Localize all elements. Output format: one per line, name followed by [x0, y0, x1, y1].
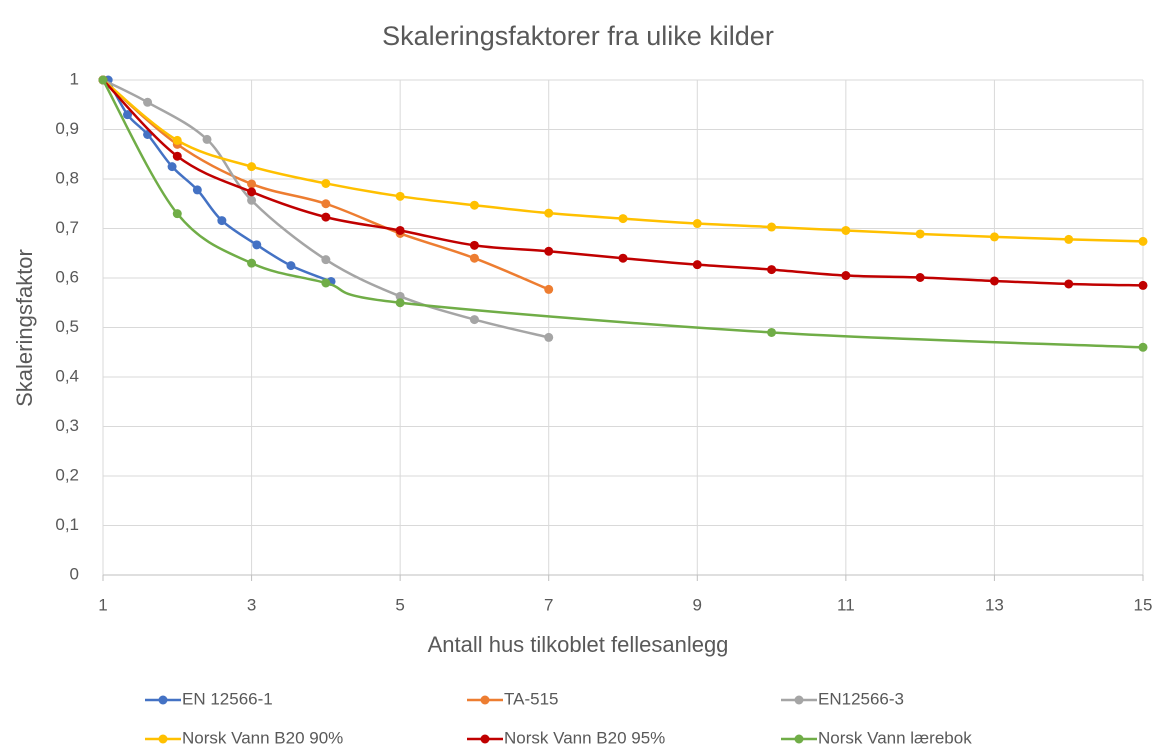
data-point: [915, 273, 925, 283]
legend-label: EN 12566-1: [182, 689, 273, 708]
data-point: [767, 265, 777, 275]
legend-marker: [794, 695, 804, 705]
data-point: [469, 200, 479, 210]
y-tick-label: 0,7: [55, 218, 79, 237]
x-tick-label: 3: [247, 595, 256, 614]
data-point: [1138, 342, 1148, 352]
data-point: [767, 222, 777, 232]
legend-label: EN12566-3: [818, 689, 904, 708]
legend-label: Norsk Vann B20 95%: [504, 728, 665, 747]
data-point: [469, 253, 479, 263]
legend-marker: [480, 695, 490, 705]
data-point: [321, 212, 331, 222]
data-point: [286, 261, 296, 271]
data-point: [192, 185, 202, 195]
x-tick-label: 5: [395, 595, 404, 614]
data-point: [395, 225, 405, 235]
data-point: [247, 258, 257, 268]
data-point: [172, 135, 182, 145]
x-tick-label: 1: [98, 595, 107, 614]
y-tick-label: 0,5: [55, 317, 79, 336]
data-point: [217, 216, 227, 226]
data-point: [143, 97, 153, 107]
series-line: [107, 79, 332, 283]
data-point: [692, 219, 702, 229]
x-tick-label: 11: [837, 595, 855, 614]
data-point: [989, 232, 999, 242]
x-tick-label: 15: [1134, 595, 1153, 614]
data-point: [841, 225, 851, 235]
series-line: [102, 78, 550, 339]
y-tick-label: 1: [70, 69, 79, 88]
y-tick-label: 0,3: [55, 416, 79, 435]
data-point: [321, 278, 331, 288]
data-point: [544, 284, 554, 294]
legend-label: TA-515: [504, 689, 559, 708]
y-tick-label: 0,2: [55, 465, 79, 484]
data-point: [989, 276, 999, 286]
data-point: [1064, 279, 1074, 289]
x-tick-label: 13: [985, 595, 1004, 614]
series-line: [101, 79, 1144, 349]
data-point: [247, 179, 257, 189]
data-point: [1064, 234, 1074, 244]
x-tick-label: 7: [544, 595, 553, 614]
data-point: [247, 162, 257, 172]
data-point: [395, 191, 405, 201]
data-point: [767, 327, 777, 337]
data-point: [172, 151, 182, 161]
data-point: [469, 315, 479, 325]
data-point: [544, 246, 554, 256]
data-point: [202, 134, 212, 144]
y-tick-label: 0,1: [55, 515, 79, 534]
data-point: [123, 110, 133, 120]
x-axis-label: Antall hus tilkoblet fellesanlegg: [428, 632, 729, 657]
legend-marker: [158, 695, 168, 705]
legend-marker: [158, 734, 168, 744]
data-point: [469, 240, 479, 250]
data-point: [167, 162, 177, 172]
legend-marker: [480, 734, 490, 744]
y-tick-label: 0,4: [55, 366, 79, 385]
data-point: [841, 271, 851, 281]
data-point: [1138, 236, 1148, 246]
data-point: [544, 332, 554, 342]
x-tick-label: 9: [693, 595, 702, 614]
data-point: [247, 187, 257, 197]
data-point: [395, 291, 405, 301]
y-tick-label: 0: [70, 564, 79, 583]
data-point: [172, 209, 182, 219]
data-point: [247, 195, 257, 205]
y-tick-label: 0,8: [55, 168, 79, 187]
data-point: [321, 178, 331, 188]
data-point: [321, 255, 331, 265]
data-point: [692, 260, 702, 270]
legend-label: Norsk Vann lærebok: [818, 728, 972, 747]
y-tick-label: 0,9: [55, 119, 79, 138]
data-point: [395, 298, 405, 308]
legend-label: Norsk Vann B20 90%: [182, 728, 343, 747]
data-point: [321, 199, 331, 209]
data-point: [1138, 280, 1148, 290]
data-point: [618, 214, 628, 224]
data-point: [618, 253, 628, 263]
y-axis-label: Skaleringsfaktor: [12, 249, 37, 407]
legend-marker: [794, 734, 804, 744]
data-point: [544, 208, 554, 218]
y-tick-label: 0,6: [55, 267, 79, 286]
data-point: [252, 240, 262, 250]
data-point: [915, 229, 925, 239]
chart-title: Skaleringsfaktorer fra ulike kilder: [382, 21, 774, 51]
data-point: [98, 75, 108, 85]
